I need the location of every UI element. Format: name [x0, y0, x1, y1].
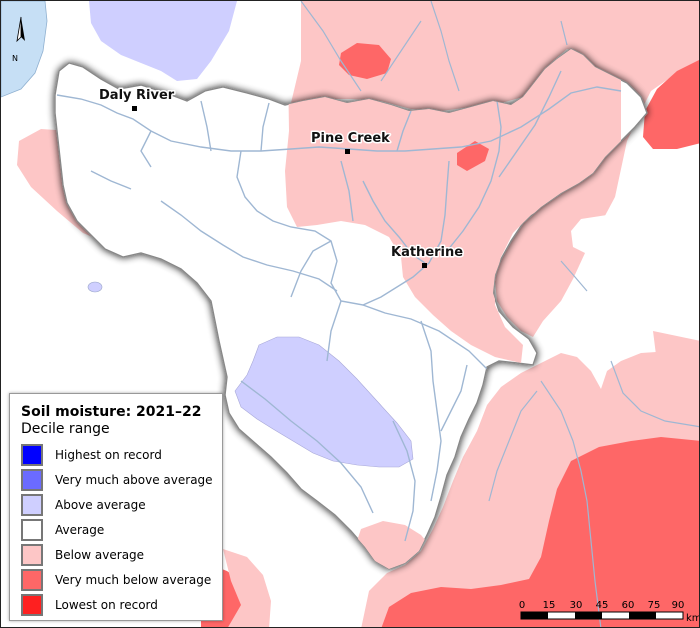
north-arrow-icon: N	[12, 16, 25, 63]
legend-label-average: Average	[55, 522, 105, 537]
town-pine-creek[interactable]: Pine Creek	[310, 130, 392, 154]
legend-item-highest: Highest on record	[21, 442, 222, 467]
legend-swatch-below	[21, 543, 43, 566]
below-average-strip-east	[653, 331, 699, 373]
below-average-area-southwest	[223, 549, 271, 627]
legend-label-very-much-below: Very much below average	[55, 572, 212, 587]
town-label-pine-creek: Pine Creek	[311, 131, 390, 146]
legend-swatch-highest	[21, 443, 43, 466]
decile-areas-outside	[17, 1, 699, 627]
very-much-below-average-area-north	[339, 43, 391, 79]
average-area-east-small	[571, 215, 621, 255]
town-katherine[interactable]: Katherine	[390, 244, 465, 268]
scale-tick-1: 15	[543, 600, 556, 611]
legend-item-lowest: Lowest on record	[21, 592, 222, 617]
very-much-below-average-area-inside	[457, 141, 489, 171]
scale-tick-2: 30	[570, 600, 583, 611]
average-spot-east	[620, 207, 638, 223]
legend-item-average: Average	[21, 517, 222, 542]
scale-tick-0: 0	[519, 600, 525, 611]
legend-label-very-much-above: Very much above average	[55, 472, 213, 487]
below-average-area-north	[291, 1, 699, 337]
north-label: N	[12, 54, 18, 63]
legend-label-above: Above average	[55, 497, 146, 512]
legend-swatch-very-much-below	[21, 568, 43, 591]
rivers-outside	[300, 1, 699, 627]
average-area-east	[573, 245, 699, 353]
above-average-area-north	[89, 1, 237, 81]
legend-label-highest: Highest on record	[55, 447, 162, 462]
town-label-katherine: Katherine	[391, 245, 463, 260]
legend-item-below: Below average	[21, 542, 222, 567]
very-much-below-average-area-southeast	[381, 437, 699, 627]
scale-tick-4: 60	[622, 600, 635, 611]
scale-tick-6: 90	[672, 600, 685, 611]
legend-label-below: Below average	[55, 547, 145, 562]
legend-label-lowest: Lowest on record	[55, 597, 158, 612]
legend-subtitle: Decile range	[21, 421, 110, 437]
town-label-daly-river: Daly River	[99, 88, 175, 103]
above-average-spot-west	[87, 281, 103, 293]
scale-tick-3: 45	[596, 600, 609, 611]
scale-tick-5: 75	[648, 600, 661, 611]
very-much-below-average-area-northeast	[643, 60, 699, 149]
scale-unit: km	[686, 613, 700, 624]
legend-item-above: Above average	[21, 492, 222, 517]
legend: Soil moisture: 2021–22 Decile range High…	[9, 393, 223, 621]
legend-item-very-much-below: Very much below average	[21, 567, 222, 592]
legend-swatch-above	[21, 493, 43, 516]
towns: Daly River Pine Creek Katherine	[98, 87, 465, 268]
sea-area	[1, 1, 48, 98]
legend-item-very-much-above: Very much above average	[21, 467, 222, 492]
above-average-area-inside	[234, 336, 414, 468]
legend-swatch-very-much-above	[21, 468, 43, 491]
rivers-inside	[56, 70, 622, 542]
town-daly-river[interactable]: Daly River	[98, 87, 176, 111]
legend-swatch-average	[21, 518, 43, 541]
legend-title: Soil moisture: 2021–22	[21, 404, 202, 420]
legend-swatch-lowest	[21, 593, 43, 616]
scale-bar: 0 15 30 45 60 75 90 km	[519, 600, 700, 624]
